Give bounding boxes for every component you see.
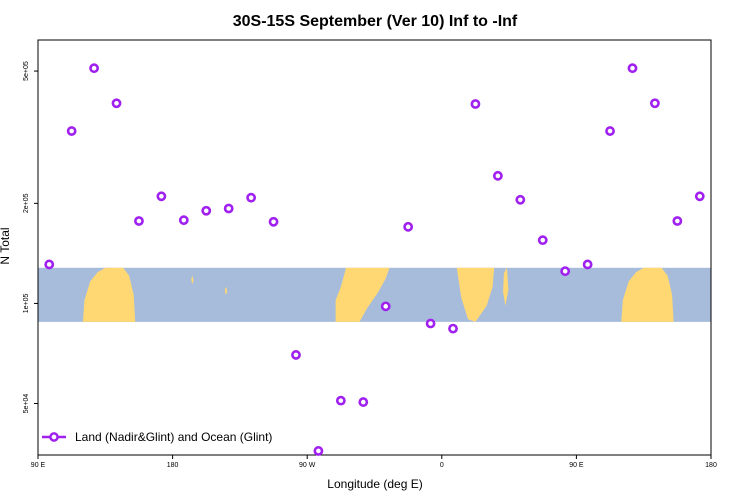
- x-axis-title: Longitude (deg E): [327, 477, 422, 491]
- y-axis: 5e+04 1e+05 2e+05 5e+05: [23, 61, 38, 413]
- land-south-america: [335, 267, 390, 322]
- data-point: [627, 63, 638, 74]
- y-tick-label: 5e+05: [23, 61, 30, 81]
- legend-marker-swatch: [49, 432, 59, 442]
- x-tick-label: 90 E: [31, 462, 46, 469]
- data-point: [380, 301, 391, 312]
- data-point: [582, 259, 593, 270]
- plot-frame: [37, 39, 712, 456]
- data-point: [448, 323, 458, 334]
- data-point: [403, 221, 414, 232]
- data-point: [358, 397, 369, 407]
- data-point: [492, 170, 503, 181]
- y-tick-label: 1e+05: [23, 293, 30, 313]
- y-tick-label: 2e+05: [23, 193, 30, 213]
- data-point: [268, 216, 279, 227]
- x-axis: 90 E 180 90 W 0 90 E 180: [31, 455, 717, 469]
- world-map-band: [38, 267, 711, 322]
- data-point: [537, 235, 548, 246]
- data-point: [694, 191, 705, 202]
- data-point: [515, 194, 526, 205]
- data-point: [178, 215, 189, 226]
- data-point: [223, 203, 234, 214]
- data-point: [44, 259, 55, 270]
- x-tick-label: 180: [705, 462, 717, 469]
- data-point: [672, 216, 683, 226]
- land-australia-repeat: [621, 267, 674, 322]
- data-point: [425, 318, 436, 329]
- data-point: [89, 63, 99, 74]
- data-point: [201, 205, 212, 216]
- data-point: [560, 266, 571, 277]
- data-point: [313, 446, 324, 456]
- data-point: [156, 191, 167, 202]
- land-tonga: [224, 286, 228, 295]
- data-point: [246, 192, 257, 203]
- data-point: [111, 98, 122, 109]
- land-madagascar: [503, 267, 509, 306]
- data-point: [650, 98, 660, 109]
- x-tick-label: 0: [440, 462, 444, 469]
- land-fiji: [191, 275, 194, 284]
- x-tick-label: 180: [167, 462, 179, 469]
- y-tick-label: 5e+04: [23, 394, 30, 414]
- data-point: [66, 126, 77, 136]
- x-tick-label: 90 E: [569, 462, 584, 469]
- y-axis-title: N Total: [0, 227, 12, 264]
- land-africa: [456, 267, 495, 322]
- legend: Land (Nadir&Glint) and Ocean (Glint): [42, 430, 272, 444]
- data-point: [335, 395, 346, 406]
- data-point: [470, 99, 481, 109]
- land-australia: [82, 267, 136, 322]
- legend-label: Land (Nadir&Glint) and Ocean (Glint): [75, 430, 272, 444]
- data-point: [605, 126, 615, 136]
- data-point: [134, 216, 144, 226]
- x-tick-label: 90 W: [299, 462, 316, 469]
- data-points: [44, 63, 705, 456]
- data-point: [291, 350, 301, 360]
- chart-title: 30S-15S September (Ver 10) Inf to -Inf: [233, 13, 518, 30]
